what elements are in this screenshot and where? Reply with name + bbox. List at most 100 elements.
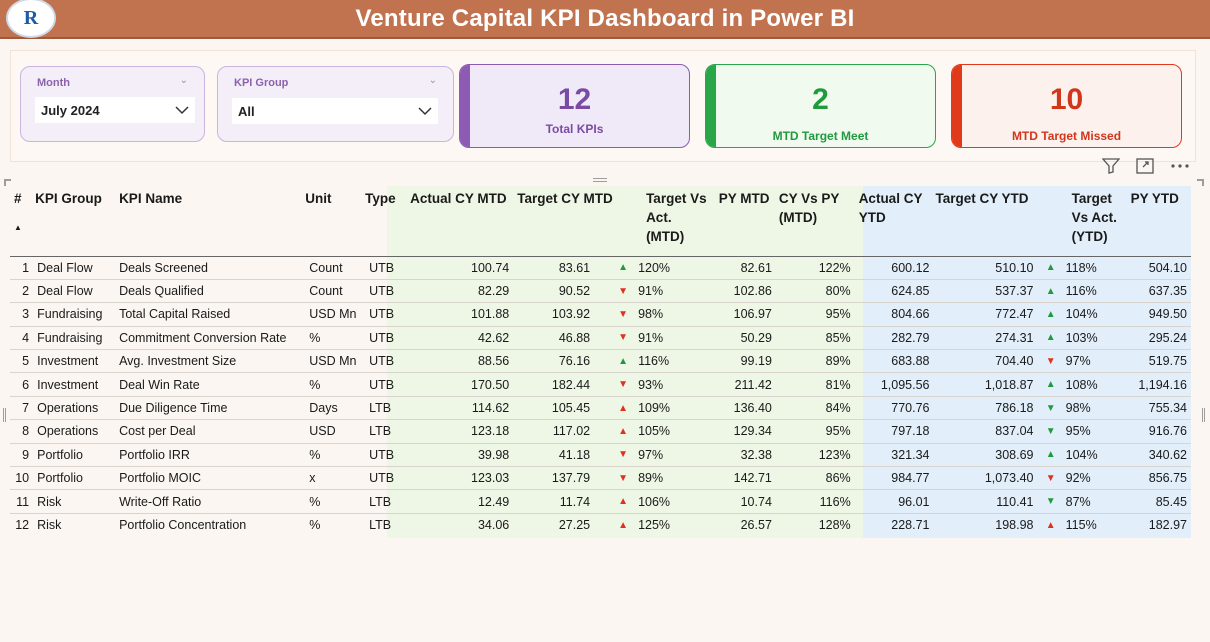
table-row[interactable]: 7 Operations Due Diligence Time Days LTB 114.… <box>10 396 1191 421</box>
page-title: Venture Capital KPI Dashboard in Power B… <box>355 4 855 32</box>
resize-corner-top-left[interactable] <box>4 179 11 186</box>
column-header-py-mtd[interactable]: PY MTD <box>710 186 776 257</box>
actual-cy-mtd-cell: 123.18 <box>406 419 514 444</box>
row-number: 1 <box>10 256 34 280</box>
resize-handle-left[interactable] <box>3 408 6 422</box>
cy-vs-py-mtd-cell: 116% <box>775 489 855 514</box>
table-row[interactable]: 3 Fundraising Total Capital Raised USD Mn UT… <box>10 302 1191 327</box>
kpi-group-cell: Risk <box>33 489 116 514</box>
target-cy-ytd-cell: 537.37 <box>933 279 1038 304</box>
card-accent-bar <box>952 65 962 147</box>
column-header-kpi-name[interactable]: KPI Name <box>115 186 306 257</box>
type-cell: LTB <box>365 419 407 444</box>
target-cy-ytd-cell: 274.31 <box>933 326 1038 351</box>
kpi-name-cell: Write-Off Ratio <box>115 489 306 514</box>
target-cy-ytd-cell: 1,073.40 <box>933 466 1038 491</box>
column-header-number[interactable]: # ▲ <box>10 186 34 257</box>
target-cy-mtd-cell: 105.45 <box>513 396 595 421</box>
table-row[interactable]: 2 Deal Flow Deals Qualified Count UTB 82.29 90… <box>10 279 1191 304</box>
trend-arrow-icon: ▲ <box>1037 443 1062 468</box>
chevron-down-icon[interactable]: ⌄ <box>428 75 437 86</box>
actual-cy-mtd-cell: 114.62 <box>406 396 514 421</box>
unit-cell: % <box>305 326 366 351</box>
cy-vs-py-mtd-cell: 95% <box>775 302 855 327</box>
target-cy-ytd-cell: 110.41 <box>933 489 1038 514</box>
month-dropdown[interactable]: July 2024 <box>35 97 195 123</box>
more-options-icon[interactable] <box>1170 163 1190 169</box>
py-ytd-cell: 856.75 <box>1122 466 1191 491</box>
target-cy-ytd-cell: 198.98 <box>995 518 1034 533</box>
table-row[interactable]: 9 Portfolio Portfolio IRR% UTB 39.98 41.18 ▼ 97… <box>10 443 1191 468</box>
table-row[interactable]: 4 Fundraising Commitment Conversion Rate% U… <box>10 326 1191 351</box>
month-slicer[interactable]: Month ⌄ July 2024 <box>20 66 205 142</box>
trend-arrow-icon: ▼ <box>1037 349 1062 374</box>
kpi-name-cell: Deals Qualified <box>115 279 306 304</box>
type-cell: LTB <box>369 518 392 533</box>
target-cy-ytd-cell: 837.04 <box>933 419 1038 444</box>
kpi-group-slicer[interactable]: KPI Group ⌄ All <box>217 66 454 142</box>
cy-vs-py-mtd-cell: 95% <box>775 419 855 444</box>
kpi-group-dropdown[interactable]: All <box>232 98 438 124</box>
trend-arrow-icon: ▼ <box>594 302 635 327</box>
target-vs-act-ytd-cell: 103% <box>1061 326 1123 351</box>
trend-arrow-icon: ▲ <box>1037 372 1062 397</box>
column-header-actual-cy-ytd[interactable]: Actual CY YTD <box>854 186 934 257</box>
trend-arrow-icon: ▲ <box>1037 256 1062 280</box>
column-header-target-cy-mtd[interactable]: Target CY MTD <box>513 186 635 257</box>
trend-arrow-icon: ▲ <box>594 256 635 280</box>
trend-arrow-icon: ▼ <box>1037 466 1062 491</box>
chevron-down-icon[interactable]: ⌄ <box>179 75 188 86</box>
column-header-unit[interactable]: Unit <box>305 186 366 257</box>
sort-ascending-icon[interactable]: ▲ <box>14 223 22 232</box>
filter-icon[interactable] <box>1102 158 1120 174</box>
unit-cell: Count <box>305 279 366 304</box>
target-cy-ytd-cell: 308.69 <box>933 443 1038 468</box>
row-number: 9 <box>10 443 34 468</box>
target-cy-ytd-cell: 786.18 <box>933 396 1038 421</box>
total-kpis-card: 12 Total KPIs <box>459 64 690 148</box>
cy-vs-py-mtd-cell: 123% <box>775 443 855 468</box>
column-header-target-vs-act-ytd[interactable]: Target Vs Act. (YTD) <box>1061 186 1123 257</box>
py-mtd-cell: 32.38 <box>710 443 776 468</box>
mtd-target-meet-value: 2 <box>812 83 829 116</box>
table-row[interactable]: 6 Investment Deal Win Rate% UTB 170.50 182.44… <box>10 372 1191 397</box>
table-row[interactable]: 10 Portfolio Portfolio MOIC x UTB 123.03 137.7… <box>10 466 1191 491</box>
type-cell: UTB <box>365 256 407 280</box>
target-cy-mtd-cell: 76.16 <box>513 349 595 374</box>
logo-letter: R <box>23 6 39 29</box>
target-vs-act-ytd-cell: 87% <box>1061 489 1123 514</box>
column-header-target-vs-act-mtd[interactable]: Target Vs Act. (MTD) <box>634 186 711 257</box>
table-row[interactable]: 5 Investment Avg. Investment Size USD Mn UTB… <box>10 349 1191 374</box>
target-vs-act-mtd-cell: 91% <box>634 326 711 351</box>
target-cy-ytd-cell: 704.40 <box>933 349 1038 374</box>
column-header-kpi-group[interactable]: KPI Group <box>33 186 116 257</box>
unit-cell: x <box>305 466 366 491</box>
resize-handle-right[interactable] <box>1202 408 1205 422</box>
trend-arrow-icon: ▼ <box>594 279 635 304</box>
target-vs-act-ytd-cell: 104% <box>1061 302 1123 327</box>
column-header-type[interactable]: Type <box>365 186 407 257</box>
column-header-actual-cy-mtd[interactable]: Actual CY MTD <box>406 186 514 257</box>
column-header-cy-vs-py-mtd[interactable]: CY Vs PY (MTD) <box>775 186 855 257</box>
table-row[interactable]: 1 Deal Flow Deals Screened Count UTB 100.74 83… <box>10 256 1191 280</box>
table-row[interactable]: 8 Operations Cost per Deal USD LTB 123.18 117.… <box>10 419 1191 444</box>
company-logo: R <box>6 0 56 38</box>
target-vs-act-ytd-cell: 95% <box>1061 419 1123 444</box>
column-header-target-cy-ytd[interactable]: Target CY YTD <box>933 186 1062 257</box>
total-kpis-label: Total KPIs <box>545 122 604 136</box>
trend-arrow-icon: ▼ <box>1037 419 1062 444</box>
dashboard-header: R Venture Capital KPI Dashboard in Power… <box>0 0 1210 39</box>
type-cell: UTB <box>365 302 407 327</box>
drag-handle[interactable] <box>593 178 607 182</box>
focus-mode-icon[interactable] <box>1136 158 1154 174</box>
table-row[interactable]: 11 Risk Write-Off Ratio% LTB 12.49 11.74 ▲ 106%… <box>10 489 1191 514</box>
column-header-py-ytd[interactable]: PY YTD <box>1122 186 1191 257</box>
target-cy-mtd-cell: 83.61 <box>513 256 595 280</box>
table-row[interactable]: 12 Risk Portfolio Concentration% LTB 34.06 27… <box>10 513 1191 536</box>
kpi-group-cell: Fundraising <box>33 302 116 327</box>
py-mtd-cell: 26.57 <box>740 518 772 533</box>
resize-corner-top-right[interactable] <box>1197 179 1204 186</box>
trend-arrow-icon: ▼ <box>594 466 635 491</box>
kpi-name-cell: Avg. Investment Size <box>115 349 306 374</box>
target-cy-mtd-cell: 11.74 <box>513 489 595 514</box>
